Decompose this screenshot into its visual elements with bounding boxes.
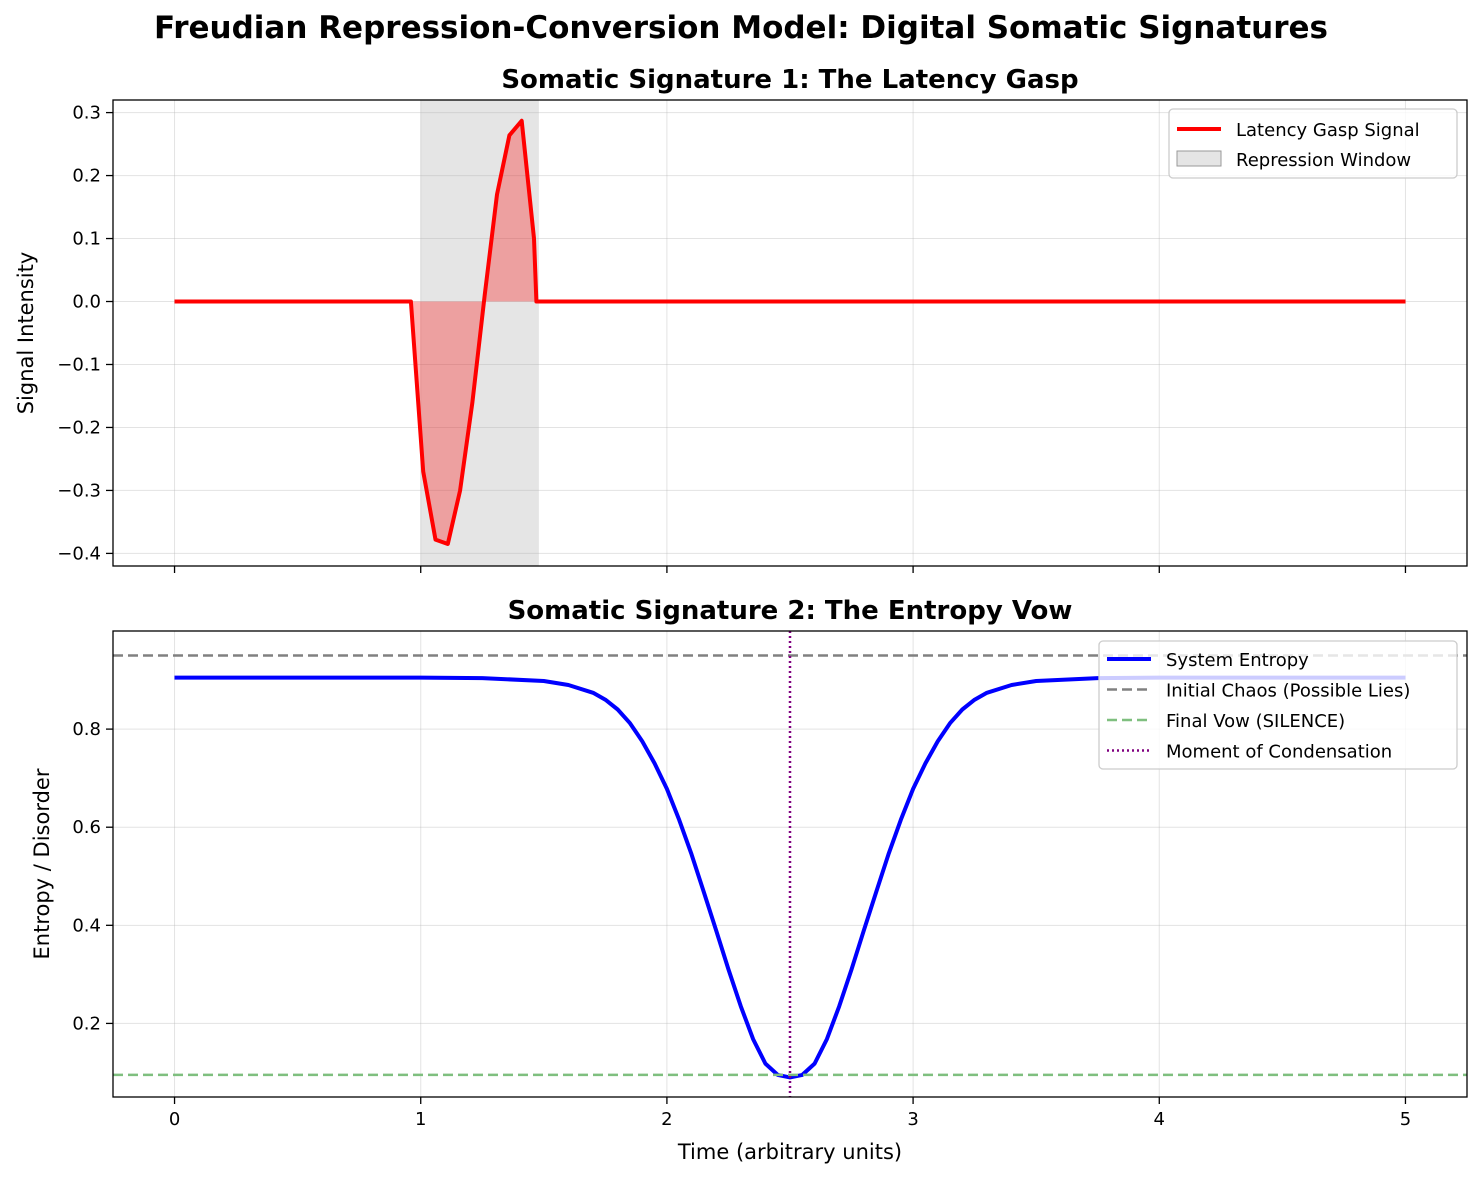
y-tick-label: 0.8 [72,719,101,740]
y-tick-label: 0.6 [72,817,101,838]
axes-title: Somatic Signature 1: The Latency Gasp [501,65,1078,95]
y-tick-label: 0.4 [72,915,101,936]
legend-swatch-patch [1176,150,1222,167]
panel-1: 0.3 0.2 0.1 0.0 −0.1 −0.2 −0.3 −0.4 Somatic Sign… [14,65,1468,573]
legend-label: Moment of Condensation [1166,742,1392,763]
y-axis-label: Signal Intensity [14,252,38,415]
y-tick-label: 0.2 [72,1013,101,1034]
x-tick-label: 2 [661,1109,672,1130]
y-axis-label: Entropy / Disorder [30,768,54,959]
y-tick-label: 0.0 [72,292,101,313]
legend: Latency Gasp Signal Repression Window [1168,108,1458,179]
legend-frame [1098,640,1458,770]
y-tick-label: 0.1 [72,229,101,250]
legend-label: Latency Gasp Signal [1236,120,1420,141]
panel-2: 0 1 2 3 4 5 0.8 0.6 0.4 0.2 Somatic Signature 2: T… [30,596,1468,1164]
x-tick-label: 1 [415,1109,426,1130]
axes-frame [112,99,1468,567]
y-tick-label: 0.3 [72,103,101,124]
x-axis-label: Time (arbitrary units) [677,1140,902,1164]
legend-label: Initial Chaos (Possible Lies) [1166,681,1410,702]
y-tick-label: −0.4 [57,543,101,564]
figure-suptitle: Freudian Repression-Conversion Model: Di… [154,10,1328,46]
x-tick-label: 3 [907,1109,918,1130]
y-tick-label: 0.2 [72,166,101,187]
axes-title: Somatic Signature 2: The Entropy Vow [508,596,1073,626]
y-tick-label: −0.2 [57,417,101,438]
legend-label: Final Vow (SILENCE) [1166,711,1345,732]
x-tick-label: 4 [1154,1109,1165,1130]
x-tick-label: 0 [169,1109,180,1130]
axes-frame [112,630,1468,1098]
legend: System Entropy Initial Chaos (Possible Li… [1098,640,1458,770]
y-tick-label: −0.3 [57,480,101,501]
signal-area-fill [174,120,1406,545]
legend-frame [1168,108,1458,179]
y-tick-label: −0.1 [57,354,101,375]
latency-gasp-line [174,118,1406,546]
legend-label: Repression Window [1236,150,1411,171]
legend-label: System Entropy [1166,650,1309,671]
x-tick-label: 5 [1400,1109,1411,1130]
